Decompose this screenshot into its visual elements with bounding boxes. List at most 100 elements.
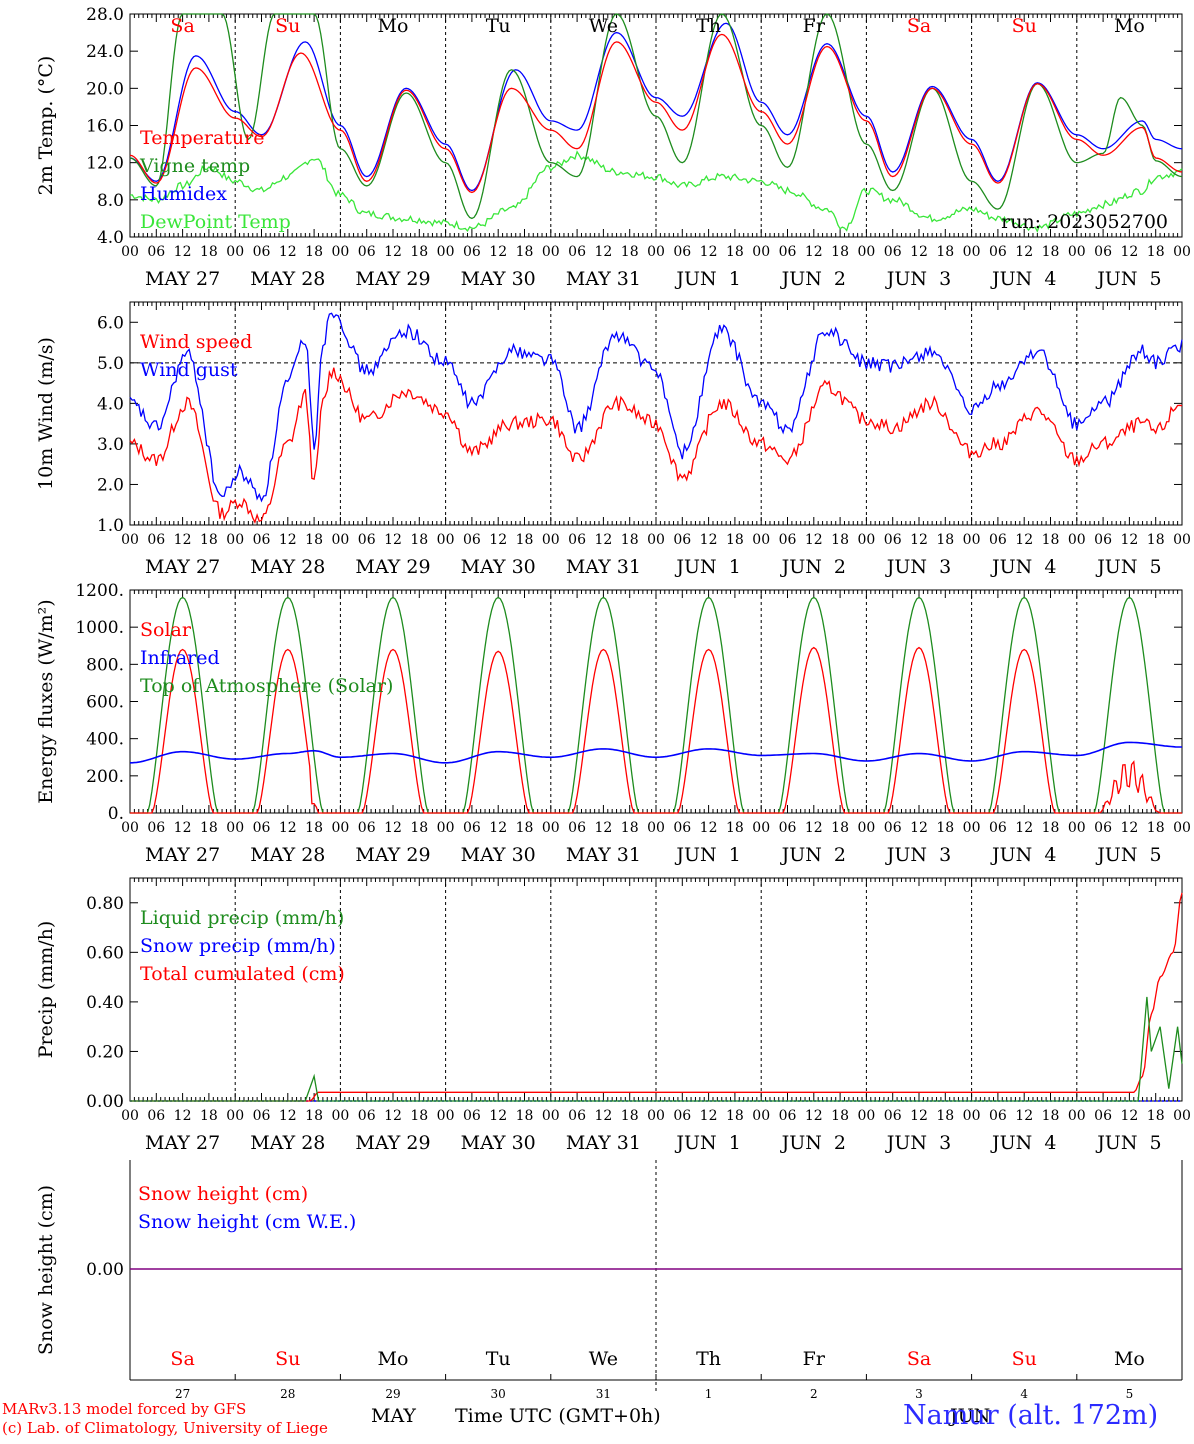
legend-entry: Wind speed	[140, 331, 252, 353]
liquid-precip-series	[130, 996, 1183, 1102]
hour-tick-label: 00	[1173, 532, 1191, 548]
date-label: JUN 2	[780, 1132, 846, 1154]
lab-credit: (c) Lab. of Climatology, University of L…	[2, 1419, 328, 1437]
hour-tick-label: 18	[516, 244, 534, 260]
hour-tick-label: 12	[1120, 1108, 1138, 1124]
hour-tick-label: 00	[963, 1108, 981, 1124]
hour-tick-label: 12	[700, 1108, 718, 1124]
weekday-label: Sa	[170, 15, 194, 37]
hour-tick-label: 06	[358, 820, 376, 836]
hour-tick-label: 18	[305, 244, 323, 260]
hour-tick-label: 00	[1068, 820, 1086, 836]
weekday-label: Su	[275, 15, 300, 37]
hour-tick-label: 06	[253, 244, 271, 260]
day-number: 31	[596, 1387, 611, 1401]
weekday-label: Sa	[907, 15, 931, 37]
hour-tick-label: 18	[1147, 820, 1165, 836]
day-number: 1	[705, 1387, 713, 1401]
hour-tick-label: 18	[831, 820, 849, 836]
hour-tick-label: 12	[174, 244, 192, 260]
date-label: MAY 27	[145, 1132, 220, 1154]
hour-tick-label: 18	[305, 532, 323, 548]
y-tick-label: 600.	[86, 693, 124, 713]
legend-entry: Temperature	[140, 127, 264, 149]
hour-tick-label: 00	[437, 820, 455, 836]
date-label: MAY 28	[250, 1132, 325, 1154]
date-label: MAY 30	[461, 844, 536, 866]
date-label: JUN 4	[990, 556, 1056, 578]
date-label: JUN 5	[1095, 556, 1161, 578]
hour-tick-label: 18	[410, 244, 428, 260]
hour-tick-label: 06	[1094, 244, 1112, 260]
y-tick-label: 0.00	[86, 1092, 124, 1112]
weekday-label: Su	[1012, 15, 1037, 37]
y-tick-label: 16.0	[86, 117, 124, 137]
hour-tick-label: 12	[1120, 244, 1138, 260]
hour-tick-label: 00	[121, 1108, 139, 1124]
hour-tick-label: 18	[410, 532, 428, 548]
hour-tick-label: 12	[805, 820, 823, 836]
date-label: JUN 5	[1095, 844, 1161, 866]
hour-tick-label: 18	[936, 820, 954, 836]
hour-tick-label: 00	[1068, 532, 1086, 548]
y-axis-label: 10m Wind (m/s)	[35, 337, 57, 490]
hour-tick-label: 12	[700, 820, 718, 836]
month-label-jun: JUN	[950, 1405, 991, 1427]
hour-tick-label: 06	[779, 1108, 797, 1124]
hour-tick-label: 00	[752, 532, 770, 548]
date-label: JUN 4	[990, 1132, 1056, 1154]
solar-series	[130, 646, 1182, 814]
hour-tick-label: 00	[226, 1108, 244, 1124]
day-number: 27	[175, 1387, 190, 1401]
weekday-label: Th	[696, 1348, 721, 1370]
hour-tick-label: 06	[463, 1108, 481, 1124]
hour-tick-label: 06	[253, 532, 271, 548]
hour-tick-label: 12	[594, 244, 612, 260]
hour-tick-label: 18	[1042, 820, 1060, 836]
date-label: MAY 31	[566, 268, 641, 290]
date-label: MAY 27	[145, 556, 220, 578]
hour-tick-label: 12	[910, 244, 928, 260]
hour-tick-label: 06	[358, 1108, 376, 1124]
y-tick-label: 0.20	[86, 1042, 124, 1062]
hour-tick-label: 00	[437, 532, 455, 548]
weekday-label: Sa	[170, 1348, 194, 1370]
y-tick-label: 4.0	[97, 394, 124, 414]
y-tick-label: 5.0	[97, 354, 124, 374]
hour-tick-label: 18	[1147, 244, 1165, 260]
hour-tick-label: 06	[884, 244, 902, 260]
hour-tick-label: 00	[437, 1108, 455, 1124]
hour-tick-label: 00	[542, 244, 560, 260]
date-label: JUN 4	[990, 268, 1056, 290]
hour-tick-label: 00	[647, 820, 665, 836]
hour-tick-label: 18	[1147, 1108, 1165, 1124]
hour-tick-label: 18	[936, 532, 954, 548]
day-number: 2	[810, 1387, 818, 1401]
temp-series-red	[129, 33, 1183, 194]
hour-tick-label: 00	[542, 820, 560, 836]
day-number: 29	[385, 1387, 400, 1401]
hour-tick-label: 12	[489, 820, 507, 836]
hour-tick-label: 06	[463, 532, 481, 548]
hour-tick-label: 06	[147, 532, 165, 548]
hour-tick-label: 12	[174, 1108, 192, 1124]
hour-tick-label: 06	[147, 1108, 165, 1124]
hour-tick-label: 18	[1042, 532, 1060, 548]
date-label: JUN 3	[885, 556, 951, 578]
hour-tick-label: 18	[621, 1108, 639, 1124]
hour-tick-label: 06	[568, 1108, 586, 1124]
legend-entry: Vigne temp	[139, 155, 250, 177]
hour-tick-label: 06	[989, 244, 1007, 260]
hour-tick-label: 06	[1094, 532, 1112, 548]
hour-tick-label: 06	[884, 820, 902, 836]
date-label: MAY 31	[566, 556, 641, 578]
y-axis-label: Precip (mm/h)	[35, 921, 57, 1059]
hour-tick-label: 00	[1173, 820, 1191, 836]
hour-tick-label: 18	[936, 1108, 954, 1124]
date-label: MAY 27	[145, 268, 220, 290]
hour-tick-label: 00	[857, 532, 875, 548]
hour-tick-label: 00	[857, 244, 875, 260]
weekday-label: Fr	[803, 15, 826, 37]
hour-tick-label: 06	[147, 244, 165, 260]
